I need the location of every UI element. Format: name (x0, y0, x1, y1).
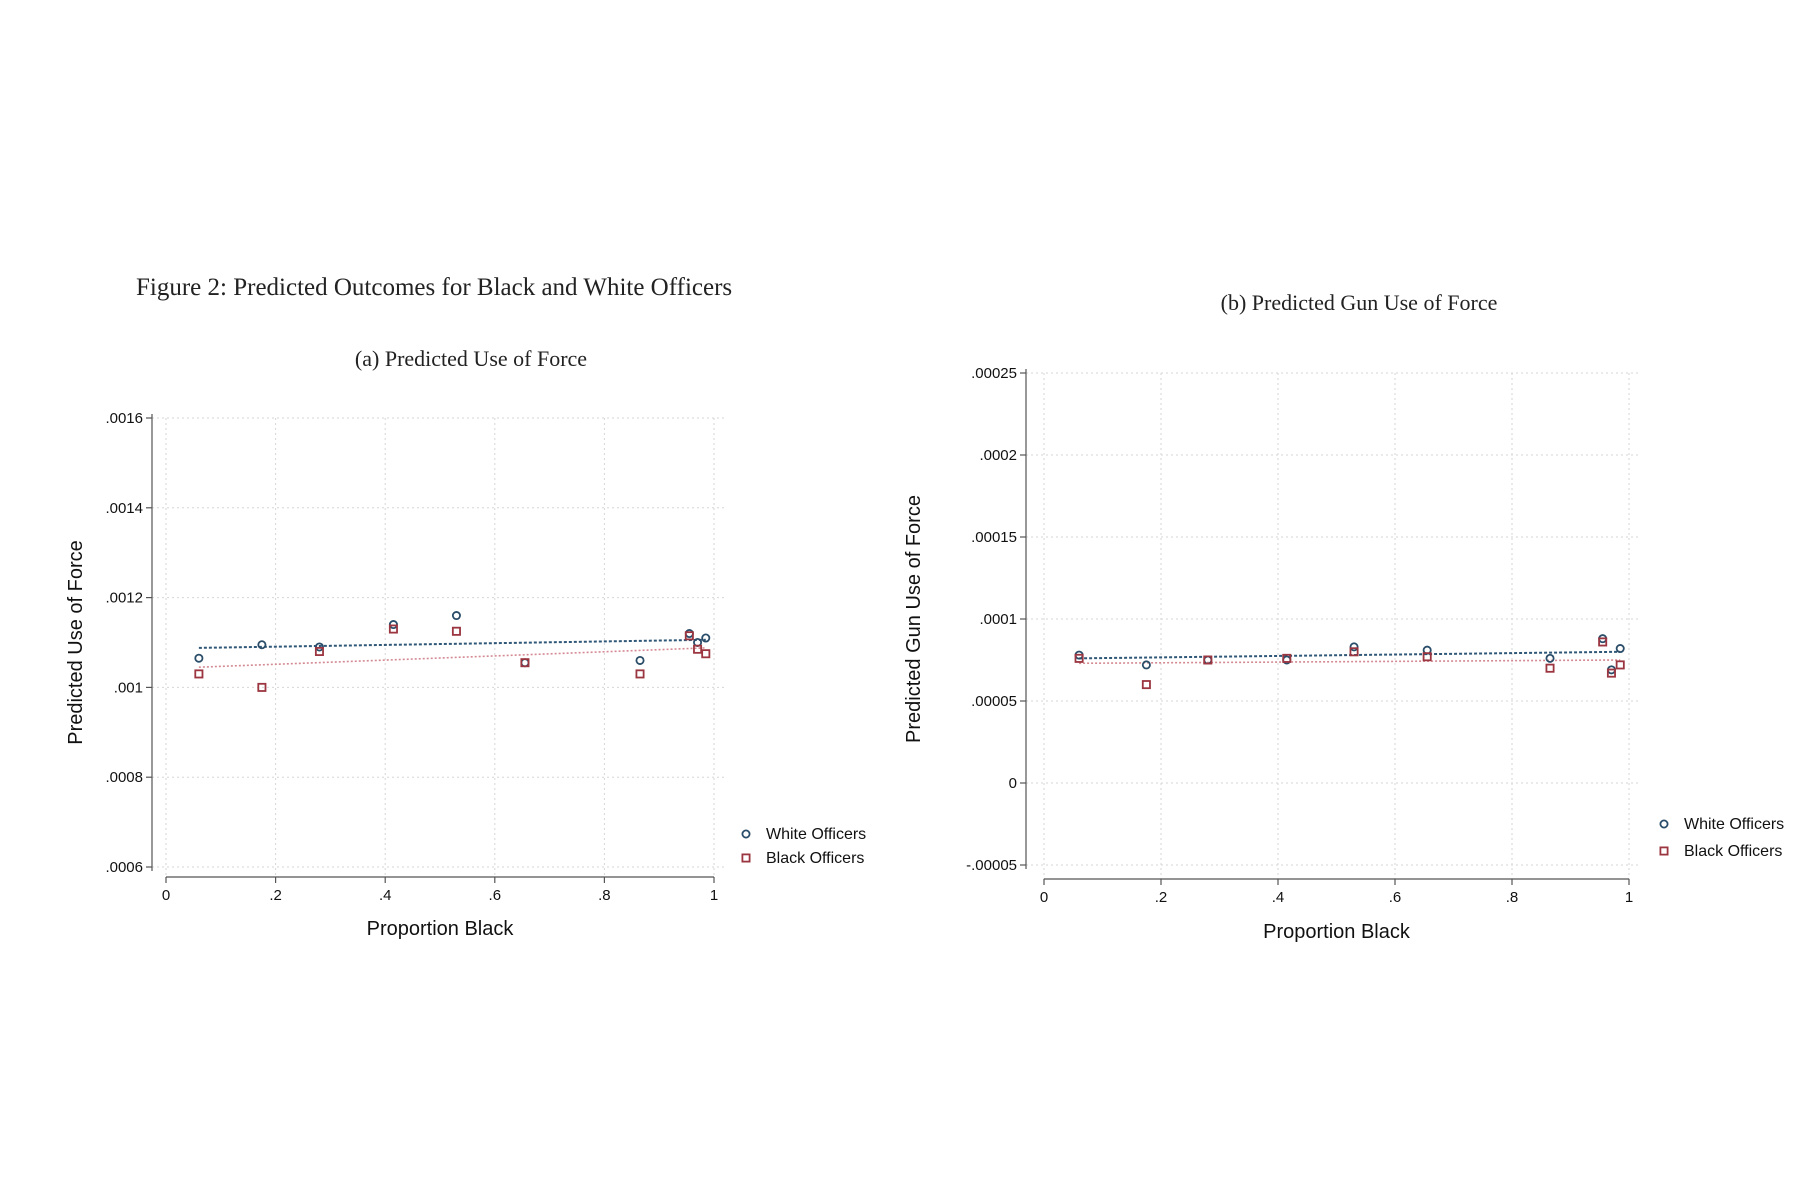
black-officers-point (635, 669, 645, 679)
black-officers-fit-line (198, 647, 706, 668)
y-axis-label: Predicted Use of Force (65, 540, 87, 745)
black-officers-point (451, 626, 461, 636)
black-officers-fit-line (1079, 659, 1621, 665)
white-officers-point (1349, 642, 1359, 652)
y-axis-label: Predicted Gun Use of Force (903, 495, 925, 743)
black-officers-point (684, 631, 694, 641)
x-tick-label: .6 (1389, 889, 1402, 906)
x-tick-label: 1 (710, 887, 718, 904)
legend-white-officers-label: White Officers (1684, 816, 1784, 833)
black-officers-point (1422, 652, 1432, 662)
white-officers-point (520, 658, 530, 668)
white-officers-point (701, 633, 711, 643)
x-tick-label: .2 (1155, 889, 1168, 906)
white-officers-point (684, 629, 694, 639)
y-tick-label: .0016 (105, 410, 143, 427)
white-officers-point (1545, 653, 1555, 663)
x-tick-label: .8 (1506, 889, 1519, 906)
black-officers-point (1141, 680, 1151, 690)
black-officers-point (257, 682, 267, 692)
black-officers-point (1074, 653, 1084, 663)
y-tick-label: .0006 (105, 859, 143, 876)
panel-b-chart: -.00005 0 .00005 .0001 .00015 .0002 .00025 0 .2.… (903, 365, 1784, 943)
black-officers-point (1282, 653, 1292, 663)
white-officers-point (635, 655, 645, 665)
white-officers-point (1615, 644, 1625, 654)
white-officers-point (451, 611, 461, 621)
y-tick-label: .00025 (971, 365, 1017, 382)
black-officers-point (194, 669, 204, 679)
white-officers-fit-line (198, 638, 706, 649)
y-tick-label: .0008 (105, 769, 143, 786)
legend-white-officers-marker (741, 829, 751, 839)
panel-a-chart: .0006 .0008 .001 .0012 .0014 .0016 0 .2 .4 .6 .8 1 P… (65, 410, 866, 940)
x-tick-label: .4 (1272, 889, 1285, 906)
legend-black-officers-marker (741, 853, 751, 863)
black-officers-point (1606, 668, 1616, 678)
white-officers-point (257, 640, 267, 650)
x-tick-label: .8 (598, 887, 611, 904)
panel-a-title: (a) Predicted Use of Force (354, 346, 588, 371)
x-tick-label: 0 (162, 887, 170, 904)
y-tick-label: .00005 (971, 693, 1017, 710)
y-tick-label: .001 (114, 679, 143, 696)
x-tick-label: .6 (489, 887, 502, 904)
black-officers-point (1203, 655, 1213, 665)
x-tick-label: 1 (1625, 889, 1633, 906)
black-officers-point (1349, 647, 1359, 657)
legend-black-officers-label: Black Officers (1684, 843, 1782, 860)
x-axis-label: Proportion Black (367, 918, 515, 940)
figure-title: Figure 2: Predicted Outcomes for Black a… (136, 274, 733, 301)
panel-b-title: (b) Predicted Gun Use of Force (1220, 290, 1498, 315)
y-tick-label: .0001 (979, 611, 1017, 628)
y-tick-label: .0002 (979, 447, 1017, 464)
x-axis-label: Proportion Black (1263, 921, 1411, 943)
y-tick-label: .0012 (105, 590, 143, 607)
legend-white-officers-label: White Officers (766, 826, 866, 843)
black-officers-point (388, 624, 398, 634)
white-officers-point (194, 653, 204, 663)
legend-black-officers-marker (1659, 846, 1669, 856)
y-tick-label: 0 (1009, 775, 1017, 792)
x-tick-label: .4 (379, 887, 392, 904)
y-tick-label: -.00005 (966, 857, 1017, 874)
y-tick-label: .00015 (971, 529, 1017, 546)
black-officers-point (693, 644, 703, 654)
black-officers-point (1545, 663, 1555, 673)
black-officers-point (520, 658, 530, 668)
black-officers-point (1615, 660, 1625, 670)
x-tick-label: .2 (269, 887, 282, 904)
black-officers-point (701, 649, 711, 659)
x-tick-label: 0 (1040, 889, 1048, 906)
legend-black-officers-label: Black Officers (766, 850, 864, 867)
white-officers-point (1141, 660, 1151, 670)
black-officers-point (1598, 637, 1608, 647)
legend-white-officers-marker (1659, 819, 1669, 829)
black-officers-point (314, 646, 324, 656)
y-tick-label: .0014 (105, 500, 143, 517)
